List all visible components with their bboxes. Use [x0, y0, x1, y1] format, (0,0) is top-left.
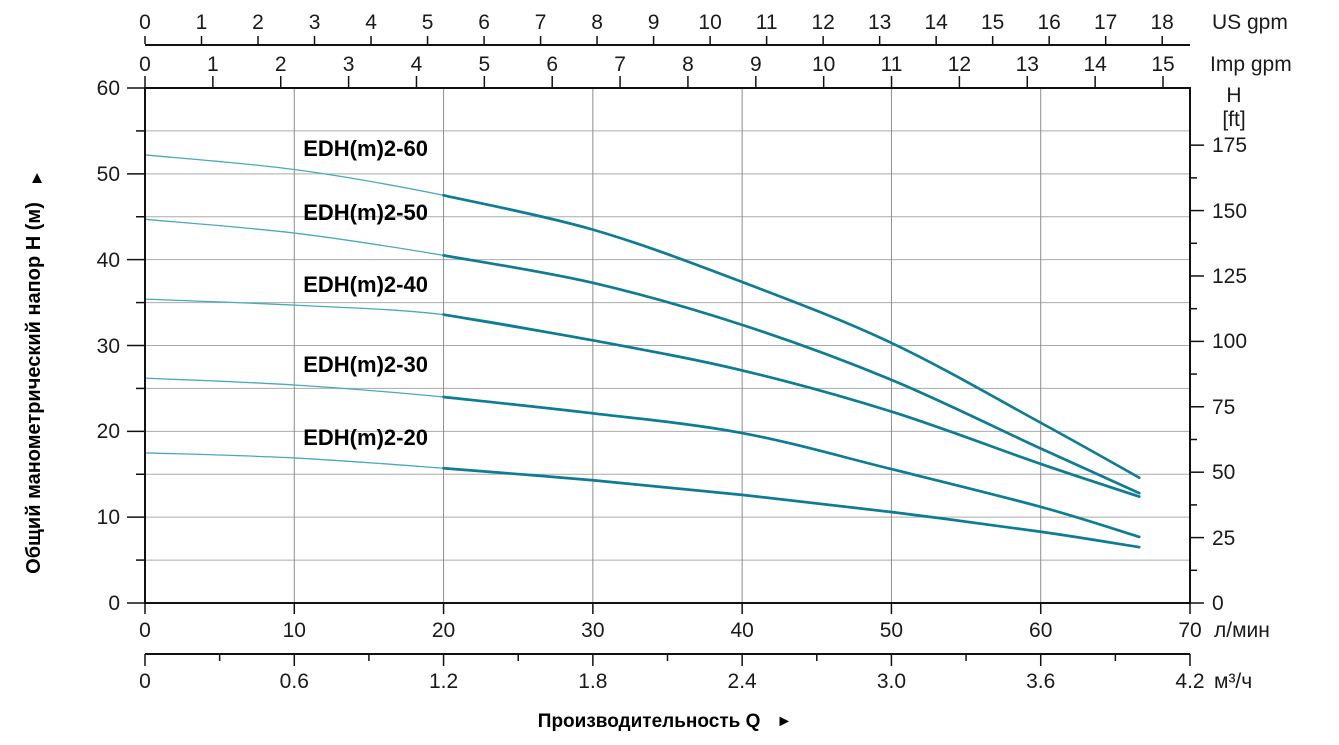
tick-label-head-ft: 25 — [1212, 526, 1236, 550]
tick-label-lmin: 10 — [282, 619, 306, 642]
tick-label-head-ft: 75 — [1212, 395, 1236, 419]
tick-label-us-gpm: 16 — [1037, 11, 1061, 34]
curve-label-EDH(m)2-30: EDH(m)2-30 — [303, 352, 428, 378]
tick-label-head-m: 30 — [96, 334, 120, 358]
tick-label-us-gpm: 5 — [421, 11, 434, 34]
curve-label-EDH(m)2-40: EDH(m)2-40 — [303, 272, 428, 298]
curve-EDH(m)2-20 — [442, 466, 1141, 549]
tick-label-us-gpm: 4 — [365, 11, 377, 34]
flow-axis-title: Производительность Q ► — [415, 711, 915, 733]
tick-label-lmin: 0 — [139, 619, 151, 642]
tick-label-head-ft: 125 — [1212, 264, 1248, 288]
tick-label-us-gpm: 8 — [591, 11, 603, 34]
tick-label-us-gpm: 15 — [980, 11, 1005, 34]
tick-label-head-m: 40 — [96, 248, 120, 272]
tick-label-us-gpm: 11 — [755, 11, 778, 34]
tick-label-head-m: 20 — [96, 420, 120, 444]
imp-gpm-axis-label: Imp gpm — [1210, 53, 1292, 76]
tick-label-imp-gpm: 14 — [1083, 53, 1107, 76]
head-axis-title: Общий манометрический напор H (м) — [23, 202, 45, 574]
tick-label-imp-gpm: 2 — [274, 53, 287, 76]
m3h-axis-label: м³/ч — [1214, 670, 1253, 693]
tick-label-m3h: 4.2 — [1175, 670, 1205, 693]
tick-label-us-gpm: 9 — [647, 11, 660, 34]
tick-label-imp-gpm: 0 — [139, 53, 151, 76]
tick-label-head-ft: 150 — [1212, 199, 1248, 223]
tick-label-us-gpm: 1 — [195, 11, 208, 34]
tick-label-head-ft: 175 — [1212, 134, 1248, 158]
up-arrow-icon: ▲ — [28, 168, 46, 187]
tick-label-imp-gpm: 8 — [682, 53, 694, 76]
tick-label-imp-gpm: 11 — [880, 53, 903, 76]
lmin-axis-label: л/мин — [1214, 619, 1270, 642]
tick-label-us-gpm: 17 — [1093, 11, 1118, 34]
tick-label-head-ft: 100 — [1212, 330, 1248, 354]
tick-label-lmin: 60 — [1029, 619, 1053, 642]
tick-label-head-m: 50 — [96, 162, 120, 186]
tick-label-imp-gpm: 7 — [614, 53, 626, 76]
tick-label-us-gpm: 0 — [139, 11, 151, 34]
tick-label-imp-gpm: 10 — [811, 53, 836, 76]
tick-label-m3h: 0.6 — [279, 670, 309, 693]
us-gpm-axis-label: US gpm — [1212, 11, 1288, 34]
tick-label-imp-gpm: 1 — [207, 53, 219, 76]
curve-EDH(m)2-60 — [442, 193, 1141, 480]
flow-axis-title-text: Производительность Q — [537, 711, 761, 732]
tick-label-lmin: 70 — [1178, 619, 1202, 642]
tick-label-us-gpm: 12 — [811, 11, 835, 34]
curve-label-EDH(m)2-20: EDH(m)2-20 — [303, 425, 428, 451]
tick-label-us-gpm: 18 — [1150, 11, 1174, 34]
tick-label-lmin: 20 — [431, 619, 456, 642]
tick-label-m3h: 3.0 — [876, 670, 907, 693]
tick-label-imp-gpm: 9 — [749, 53, 762, 76]
tick-label-m3h: 1.8 — [578, 670, 608, 693]
tick-label-lmin: 50 — [879, 619, 904, 642]
tick-label-head-ft: 0 — [1212, 592, 1224, 615]
tick-label-m3h: 3.6 — [1026, 670, 1056, 693]
tick-label-m3h: 2.4 — [727, 670, 757, 693]
tick-label-head-m: 0 — [108, 592, 120, 615]
tick-label-imp-gpm: 12 — [947, 53, 972, 76]
ft-axis-label-h: H — [1226, 84, 1242, 107]
tick-label-imp-gpm: 5 — [478, 53, 491, 76]
right-arrow-icon: ► — [776, 713, 793, 730]
tick-label-us-gpm: 14 — [924, 11, 948, 34]
tick-label-imp-gpm: 13 — [1015, 53, 1039, 76]
plot-frame — [144, 87, 1191, 604]
ft-axis-label-unit: [ft] — [1222, 108, 1246, 131]
tick-label-lmin: 30 — [581, 619, 605, 642]
tick-label-imp-gpm: 3 — [342, 53, 355, 76]
tick-label-head-ft: 50 — [1212, 461, 1236, 485]
curve-label-EDH(m)2-50: EDH(m)2-50 — [303, 200, 428, 226]
curve-EDH(m)2-30 — [442, 395, 1141, 539]
tick-label-imp-gpm: 15 — [1151, 53, 1175, 76]
tick-label-m3h: 0 — [139, 670, 151, 693]
curve-EDH(m)2-40 — [442, 313, 1141, 498]
tick-label-us-gpm: 3 — [308, 11, 321, 34]
curve-label-EDH(m)2-60: EDH(m)2-60 — [303, 135, 428, 161]
tick-label-us-gpm: 6 — [478, 11, 490, 34]
tick-label-lmin: 40 — [730, 619, 754, 642]
tick-label-head-m: 10 — [96, 506, 120, 530]
curve-EDH(m)2-50 — [442, 254, 1141, 495]
tick-label-imp-gpm: 6 — [546, 53, 559, 76]
tick-label-us-gpm: 2 — [252, 11, 264, 34]
tick-label-us-gpm: 7 — [534, 11, 547, 34]
tick-label-us-gpm: 13 — [867, 11, 892, 34]
tick-label-imp-gpm: 4 — [410, 53, 423, 76]
tick-label-m3h: 1.2 — [428, 670, 459, 693]
tick-label-head-m: 60 — [96, 77, 120, 100]
tick-label-us-gpm: 10 — [698, 11, 722, 34]
